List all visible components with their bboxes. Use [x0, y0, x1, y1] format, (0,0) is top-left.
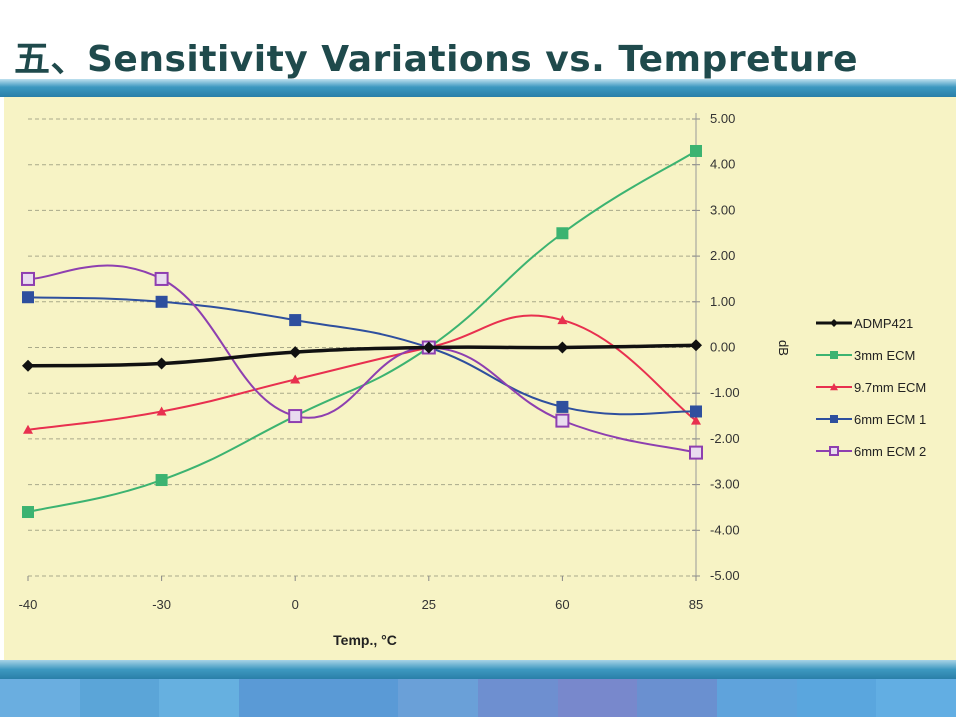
legend-swatch-marker	[830, 319, 838, 327]
legend-label: 6mm ECM 1	[854, 412, 926, 427]
series-lines	[21, 144, 703, 519]
y-tick-label: 5.00	[710, 111, 735, 126]
title-underline-bar	[0, 79, 956, 97]
series-9-7mm-ecm	[23, 314, 701, 434]
data-point	[690, 405, 702, 418]
bottom-bar	[0, 660, 956, 679]
legend-label: ADMP421	[854, 316, 913, 331]
footer-block	[0, 679, 80, 717]
legend-swatch-marker	[830, 351, 838, 359]
data-point	[23, 424, 33, 434]
data-point	[690, 144, 702, 157]
data-point	[689, 445, 703, 460]
legend-item: 3mm ECM	[816, 348, 915, 363]
footer-block	[318, 679, 399, 717]
legend-swatch-marker	[829, 446, 839, 456]
series-admp421	[22, 339, 702, 372]
data-point	[290, 374, 301, 384]
y-axis-label: dB	[776, 340, 791, 356]
legend-item: 6mm ECM 1	[816, 412, 926, 427]
x-tick-label: 0	[292, 597, 299, 612]
series-6mm-ecm-1	[22, 291, 702, 418]
y-tick-label: 4.00	[710, 157, 735, 172]
x-tick-label: 60	[555, 597, 569, 612]
footer-color-strip	[0, 679, 956, 717]
data-point	[155, 357, 168, 370]
footer-block	[637, 679, 718, 717]
data-point	[556, 400, 569, 413]
chart-panel: 5.00 4.00 3.00 2.00 1.00 0.00 -1.00 -2.00 -3.00 -…	[4, 97, 956, 660]
tick-labels: 5.00 4.00 3.00 2.00 1.00 0.00 -1.00 -2.00 -3.00 -…	[19, 111, 740, 612]
legend: ADMP421 3mm ECM 9.7mm ECM 6mm ECM 1 6mm ECM …	[816, 316, 926, 459]
data-point	[22, 506, 34, 519]
y-tick-label: 3.00	[710, 202, 735, 217]
x-tick-label: 85	[689, 597, 703, 612]
x-tick-label: -30	[152, 597, 171, 612]
footer-block	[557, 679, 638, 717]
legend-item: 9.7mm ECM	[816, 380, 926, 395]
data-point	[288, 409, 303, 424]
footer-block	[398, 679, 479, 717]
legend-item: ADMP421	[816, 316, 913, 331]
legend-item: 6mm ECM 2	[816, 444, 926, 459]
footer-block	[796, 679, 877, 717]
footer-block	[478, 679, 558, 717]
data-point	[289, 346, 302, 359]
data-point	[22, 359, 34, 372]
x-axis-label: Temp., °C	[333, 632, 397, 648]
footer-block	[239, 679, 319, 717]
footer-block	[876, 679, 956, 717]
data-point	[21, 271, 35, 286]
footer-block	[159, 679, 240, 717]
data-point	[556, 227, 569, 240]
data-point	[556, 341, 569, 354]
data-point	[289, 314, 302, 327]
series-line	[27, 264, 697, 454]
series-line	[27, 314, 697, 431]
data-point	[154, 271, 169, 286]
x-tick-label: 25	[422, 597, 436, 612]
y-tick-label: -5.00	[710, 568, 740, 583]
slide-title: 五、Sensitivity Variations vs. Tempreture	[14, 39, 859, 80]
y-tick-label: 1.00	[710, 294, 735, 309]
data-point	[690, 339, 702, 352]
series-3mm-ecm	[22, 144, 702, 519]
data-point	[557, 315, 568, 325]
legend-swatch-marker	[830, 383, 838, 391]
data-point	[155, 474, 168, 487]
y-tick-label: -2.00	[710, 431, 740, 446]
legend-swatch-marker	[830, 415, 838, 423]
footer-block	[717, 679, 797, 717]
data-point	[555, 413, 570, 428]
data-point	[155, 295, 168, 308]
data-point	[156, 406, 167, 416]
data-point	[422, 341, 435, 354]
y-tick-label: -3.00	[710, 477, 740, 492]
y-tick-label: -1.00	[710, 385, 740, 400]
series-line	[27, 296, 697, 416]
x-tick-label: -40	[19, 597, 38, 612]
series-line	[27, 343, 697, 368]
data-point	[691, 415, 701, 425]
legend-label: 6mm ECM 2	[854, 444, 926, 459]
legend-label: 9.7mm ECM	[854, 380, 926, 395]
sensitivity-line-chart: 5.00 4.00 3.00 2.00 1.00 0.00 -1.00 -2.00 -3.00 -…	[19, 111, 927, 648]
series-6mm-ecm-2	[21, 264, 703, 460]
y-tick-label: -4.00	[710, 522, 740, 537]
y-tick-label: 0.00	[710, 340, 735, 355]
footer-block	[79, 679, 160, 717]
series-line	[27, 150, 697, 513]
y-tick-label: 2.00	[710, 248, 735, 263]
data-point	[22, 291, 34, 304]
legend-label: 3mm ECM	[854, 348, 915, 363]
